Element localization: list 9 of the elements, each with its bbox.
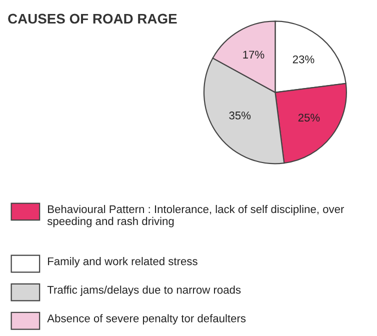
- chart-title: CAUSES OF ROAD RAGE: [8, 14, 177, 24]
- legend-label: Family and work related stress: [48, 257, 198, 268]
- data-label: 17%: [243, 50, 264, 59]
- data-label: 25%: [298, 114, 320, 122]
- legend-label: Absence of severe penalty tor defaulters: [47, 314, 246, 325]
- legend-label: Behavioural Pattern : Intolerance, lack of self discipline, over speeding and rash driving: [47, 204, 344, 228]
- data-label: 23%: [292, 55, 314, 64]
- legend-label: Traffic jams/delays due to narrow roads: [47, 286, 241, 296]
- data-label: 35%: [229, 112, 251, 120]
